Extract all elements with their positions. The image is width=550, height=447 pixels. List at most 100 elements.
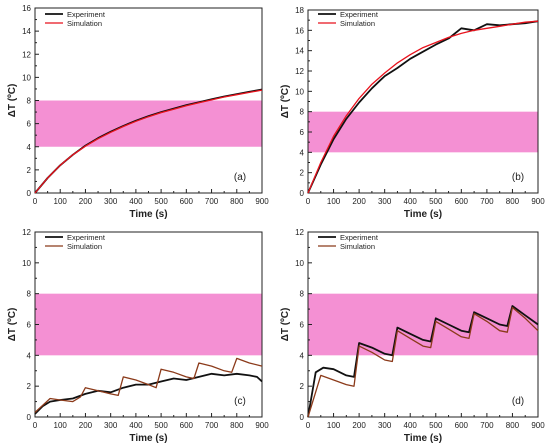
y-tick-label: 16 [295, 26, 304, 35]
y-tick-label: 12 [22, 228, 31, 237]
x-tick-label: 700 [205, 421, 219, 430]
y-axis-label: ΔT (ºC) [280, 85, 291, 119]
x-tick-label: 900 [255, 421, 269, 430]
y-tick-label: 8 [300, 108, 305, 117]
x-tick-label: 300 [378, 197, 392, 206]
legend-label-simulation: Simulation [340, 242, 375, 251]
panel-label: (c) [234, 396, 246, 407]
panel-label: (d) [512, 396, 524, 407]
series-line-simulation [307, 20, 539, 194]
chart-panel-d: 0 100 200 300 400 500 600 700 800 900 0 2 4 6 8 10 12 Tim… [280, 228, 545, 444]
panel-label: (a) [234, 172, 246, 183]
x-axis-label: Time (s) [129, 433, 167, 444]
x-axis-label: Time (s) [404, 209, 442, 220]
x-tick-label: 600 [180, 421, 194, 430]
y-tick-label: 6 [300, 128, 305, 137]
x-tick-label: 500 [429, 421, 443, 430]
y-axis-label: ΔT (ºC) [7, 84, 18, 118]
plot-frame [307, 9, 539, 194]
series-line-simulation [307, 306, 539, 418]
y-tick-label: 10 [22, 259, 31, 268]
x-tick-label: 0 [33, 197, 38, 206]
y-tick-label: 10 [295, 87, 304, 96]
series-line-experiment [307, 20, 539, 194]
y-tick-label: 4 [300, 148, 305, 157]
legend-label-simulation: Simulation [67, 19, 102, 28]
x-tick-label: 800 [230, 197, 244, 206]
x-tick-label: 300 [104, 421, 118, 430]
x-tick-label: 0 [306, 421, 311, 430]
x-tick-label: 500 [429, 197, 443, 206]
target-band [35, 100, 262, 147]
x-tick-label: 100 [327, 421, 341, 430]
y-tick-label: 2 [300, 382, 305, 391]
x-tick-label: 200 [79, 421, 93, 430]
y-tick-label: 0 [27, 189, 32, 198]
y-tick-label: 16 [22, 4, 31, 13]
x-tick-label: 700 [480, 197, 494, 206]
panel-label: (b) [512, 172, 524, 183]
y-tick-label: 14 [295, 47, 304, 56]
chart-panel-b: 0 100 200 300 400 500 600 700 800 900 0 2 4 6 8 10 12 14 1… [280, 6, 545, 220]
x-tick-label: 200 [79, 197, 93, 206]
x-tick-label: 700 [480, 421, 494, 430]
y-tick-label: 2 [27, 382, 32, 391]
x-tick-label: 600 [455, 197, 469, 206]
y-tick-label: 10 [22, 73, 31, 82]
y-tick-label: 12 [295, 67, 304, 76]
legend-label-experiment: Experiment [67, 10, 106, 19]
x-tick-label: 200 [352, 197, 366, 206]
x-tick-label: 0 [306, 197, 311, 206]
y-tick-label: 6 [27, 321, 32, 330]
y-tick-label: 2 [300, 169, 305, 178]
x-tick-label: 400 [129, 421, 143, 430]
x-tick-label: 800 [230, 421, 244, 430]
x-tick-label: 500 [154, 197, 168, 206]
x-tick-label: 400 [404, 421, 418, 430]
y-tick-label: 0 [300, 189, 305, 198]
target-band [35, 293, 262, 356]
chart-panel-c: 0 100 200 300 400 500 600 700 800 900 0 2 4 6 8 10 12 Tim… [7, 228, 269, 444]
y-tick-label: 10 [295, 259, 304, 268]
legend-label-simulation: Simulation [340, 19, 375, 28]
y-tick-label: 12 [22, 50, 31, 59]
target-band [308, 111, 538, 153]
x-axis-label: Time (s) [404, 433, 442, 444]
y-tick-label: 4 [300, 351, 305, 360]
x-tick-label: 100 [327, 197, 341, 206]
x-tick-label: 900 [531, 197, 545, 206]
x-tick-label: 900 [255, 197, 269, 206]
legend-label-simulation: Simulation [67, 242, 102, 251]
legend-label-experiment: Experiment [67, 233, 106, 242]
y-tick-label: 8 [27, 97, 32, 106]
y-tick-label: 0 [300, 413, 305, 422]
series-line-experiment [307, 305, 539, 418]
x-tick-label: 800 [506, 197, 520, 206]
y-tick-label: 8 [300, 290, 305, 299]
x-tick-label: 100 [54, 421, 68, 430]
y-axis-label: ΔT (ºC) [280, 308, 291, 342]
legend-label-experiment: Experiment [340, 233, 379, 242]
legend-label-experiment: Experiment [340, 10, 379, 19]
x-tick-label: 400 [404, 197, 418, 206]
y-axis-label: ΔT (ºC) [7, 308, 18, 342]
x-tick-label: 700 [205, 197, 219, 206]
y-tick-label: 18 [295, 6, 304, 15]
x-tick-label: 500 [154, 421, 168, 430]
x-tick-label: 300 [104, 197, 118, 206]
y-tick-label: 4 [27, 351, 32, 360]
y-tick-label: 2 [27, 166, 32, 175]
y-tick-label: 0 [27, 413, 32, 422]
x-tick-label: 100 [54, 197, 68, 206]
x-tick-label: 400 [129, 197, 143, 206]
x-tick-label: 200 [352, 421, 366, 430]
series-line-experiment [34, 372, 263, 415]
y-tick-label: 14 [22, 27, 31, 36]
y-tick-label: 6 [27, 120, 32, 129]
x-axis-label: Time (s) [129, 209, 167, 220]
y-tick-label: 8 [27, 290, 32, 299]
